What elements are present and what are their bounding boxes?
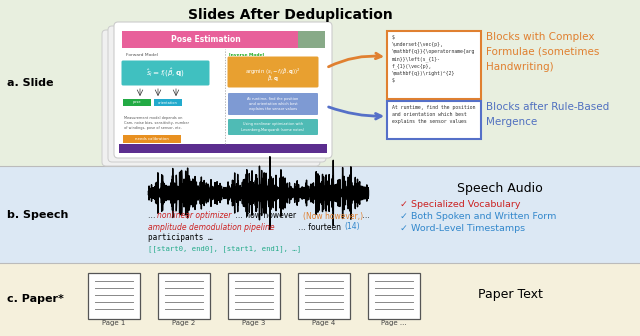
Text: …: … — [148, 211, 158, 220]
Text: Inverse Model: Inverse Model — [229, 53, 264, 57]
FancyBboxPatch shape — [228, 93, 318, 115]
Bar — [122, 31, 324, 48]
Text: … fourteen: … fourteen — [296, 222, 344, 232]
Text: pose: pose — [132, 100, 141, 104]
Bar — [123, 135, 181, 143]
Bar — [0, 166, 640, 263]
Text: At runtime, find the position
and orientation which best
explains the sensor val: At runtime, find the position and orient… — [392, 105, 476, 124]
Text: Page 2: Page 2 — [172, 321, 196, 327]
Text: amplitude demodulation pipeline: amplitude demodulation pipeline — [148, 222, 275, 232]
Bar — [123, 99, 151, 106]
Bar — [0, 263, 640, 336]
FancyBboxPatch shape — [387, 31, 481, 99]
Text: $
\underset{\vec{p},
\mathbf{q}}{\operatorname{arg
min}}\left(s_{1}-
f_{1}(\vec{: $ \underset{\vec{p}, \mathbf{q}}{\operat… — [392, 35, 476, 83]
FancyBboxPatch shape — [122, 60, 209, 85]
Bar — [0, 0, 640, 166]
Bar — [154, 99, 182, 106]
Text: …: … — [360, 211, 370, 220]
FancyBboxPatch shape — [228, 119, 318, 135]
Text: At runtime, find the position
and orientation which best
explains the sensor val: At runtime, find the position and orient… — [248, 97, 299, 111]
Text: ✓ Word-Level Timestamps: ✓ Word-Level Timestamps — [400, 224, 525, 233]
Text: (14): (14) — [344, 222, 360, 232]
Bar — [119, 144, 327, 153]
Bar — [88, 272, 140, 319]
Text: orientation: orientation — [158, 100, 178, 104]
FancyBboxPatch shape — [108, 26, 326, 162]
Text: ✓ Specialized Vocabulary: ✓ Specialized Vocabulary — [400, 200, 520, 209]
Text: needs calibration: needs calibration — [135, 137, 169, 141]
Text: Blocks after Rule-Based
Mergence: Blocks after Rule-Based Mergence — [486, 102, 609, 127]
Bar — [298, 31, 325, 48]
Text: Speech Audio: Speech Audio — [457, 182, 543, 195]
Text: Slides After Deduplication: Slides After Deduplication — [188, 8, 392, 22]
Text: [[start0, end0], [start1, end1], …]: [[start0, end0], [start1, end1], …] — [148, 246, 301, 252]
FancyBboxPatch shape — [227, 56, 319, 87]
Text: Blocks with Complex
Formulae (sometimes
Handwriting): Blocks with Complex Formulae (sometimes … — [486, 32, 600, 72]
Text: Using nonlinear optimization with
Levenberg-Marquardt (some notes): Using nonlinear optimization with Levenb… — [241, 122, 305, 132]
Bar — [368, 272, 420, 319]
Text: Page 3: Page 3 — [243, 321, 266, 327]
Text: Paper Text: Paper Text — [477, 288, 543, 301]
FancyBboxPatch shape — [102, 30, 320, 166]
Text: (Now however,): (Now however,) — [303, 211, 363, 220]
Text: nonlinear optimizer: nonlinear optimizer — [157, 211, 232, 220]
Bar — [228, 272, 280, 319]
Text: c. Paper*: c. Paper* — [7, 294, 64, 304]
FancyBboxPatch shape — [114, 22, 332, 158]
Text: $\mathrm{argmin}\ (s_i - f_i(\hat{\beta},\mathbf{q}))^2$: $\mathrm{argmin}\ (s_i - f_i(\hat{\beta}… — [245, 67, 301, 77]
FancyBboxPatch shape — [387, 101, 481, 139]
Bar — [158, 272, 210, 319]
Text: … now however: … now however — [233, 211, 298, 220]
Text: b. Speech: b. Speech — [7, 210, 68, 219]
Text: $\hat{\beta},\mathbf{q}$: $\hat{\beta},\mathbf{q}$ — [267, 74, 279, 84]
Text: ✓ Both Spoken and Written Form: ✓ Both Spoken and Written Form — [400, 212, 556, 221]
Text: Page ...: Page ... — [381, 321, 407, 327]
Text: participants …: participants … — [148, 234, 212, 243]
Text: Pose Estimation: Pose Estimation — [172, 35, 241, 44]
Bar — [298, 272, 350, 319]
Text: $\hat{s}_i = f_i(\hat{\beta}, \mathbf{q})$: $\hat{s}_i = f_i(\hat{\beta}, \mathbf{q}… — [147, 67, 186, 79]
Text: Measurement model depends on
Cam, noise bias, sensitivity, number
of windings, p: Measurement model depends on Cam, noise … — [124, 116, 189, 130]
Text: Page 4: Page 4 — [312, 321, 335, 327]
Text: Forward Model: Forward Model — [126, 53, 158, 57]
Text: Page 1: Page 1 — [102, 321, 125, 327]
Text: a. Slide: a. Slide — [7, 78, 54, 88]
